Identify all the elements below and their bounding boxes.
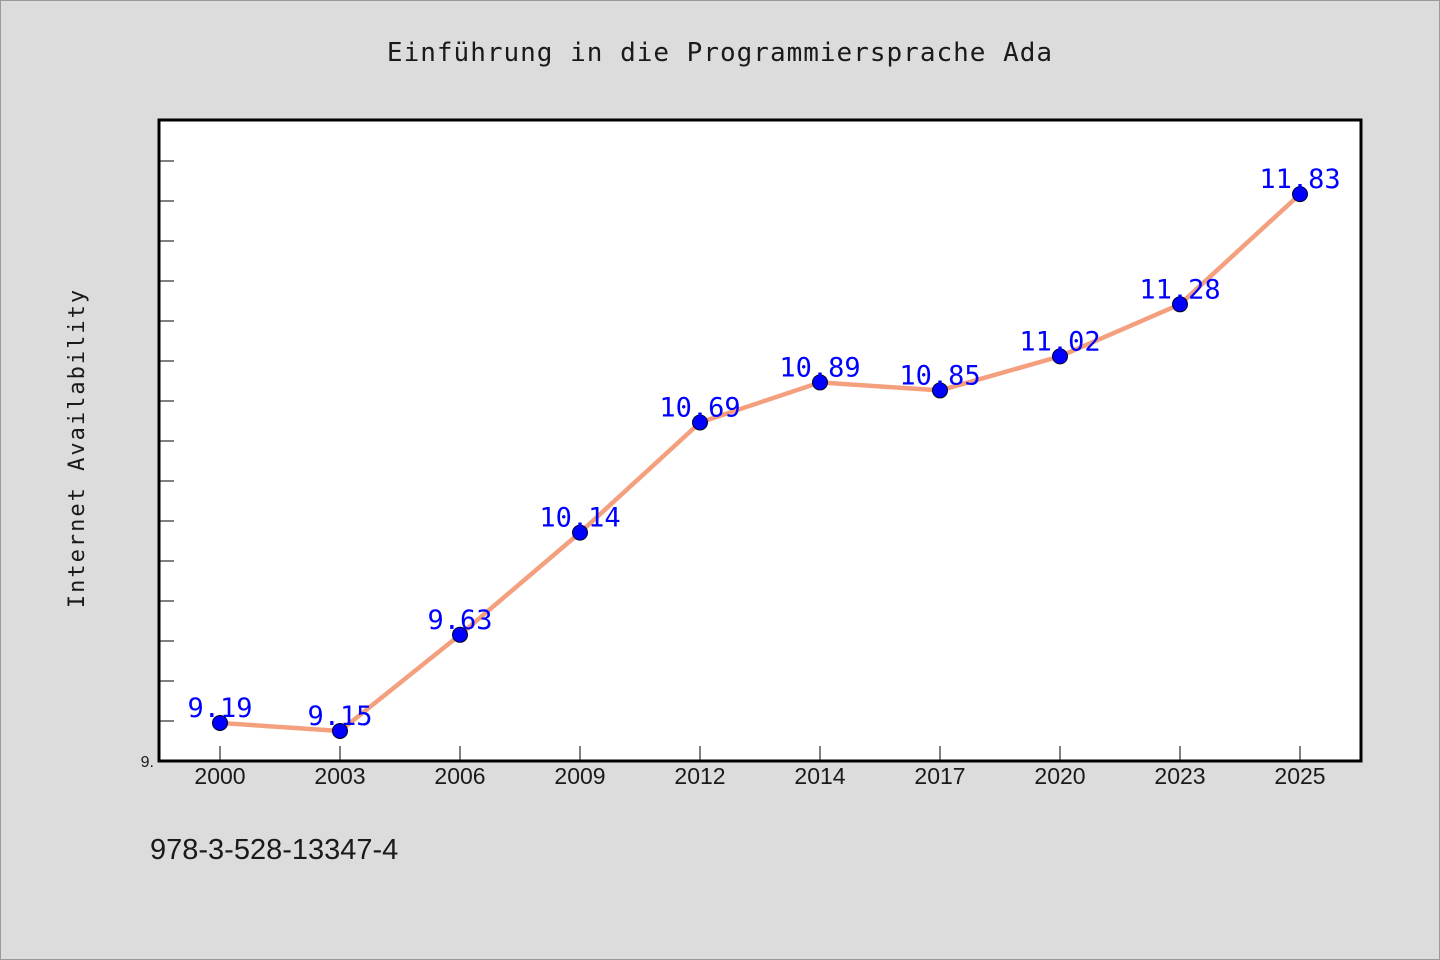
x-tick-label: 2006 <box>434 763 485 789</box>
y-axis-ticks <box>159 120 174 722</box>
x-tick-label: 2023 <box>1154 763 1205 789</box>
data-point <box>1172 296 1188 313</box>
series-line-segment <box>1057 302 1183 359</box>
x-axis-tick-labels: 2000 2003 2006 2009 2012 2014 2017 2020 2023 2025 <box>194 763 1325 789</box>
data-point <box>1292 186 1308 203</box>
chart-title: Einführung in die Programmiersprache Ada <box>387 38 1053 68</box>
data-label: 10.14 <box>539 503 620 534</box>
series-line-segment <box>817 380 943 393</box>
x-tick-label: 2014 <box>794 763 845 789</box>
data-label: 9.63 <box>427 605 492 636</box>
x-tick-label: 2009 <box>554 763 605 789</box>
y-axis-label: Internet Availability <box>65 288 90 608</box>
data-label: 10.89 <box>779 352 860 383</box>
data-label: 10.69 <box>659 392 740 423</box>
x-tick-label: 2012 <box>674 763 725 789</box>
series-line-segment <box>337 632 463 734</box>
x-axis-ticks <box>219 746 1301 761</box>
data-point <box>812 374 828 391</box>
x-tick-label: 2017 <box>914 763 965 789</box>
y-tick-label: 9. <box>141 754 154 771</box>
series-line-segment <box>457 530 583 638</box>
series-line-segment <box>697 380 823 425</box>
series-lines <box>217 191 1303 734</box>
data-label: 11.02 <box>1019 326 1100 357</box>
data-point <box>332 722 348 739</box>
data-point <box>452 626 468 643</box>
data-point <box>932 382 948 399</box>
data-labels: 9.19 9.15 9.63 10.14 10.69 10.89 10.85 11.02 11.… <box>187 164 1340 732</box>
series-line-segment <box>577 420 703 535</box>
series-line-segment <box>1177 191 1303 307</box>
x-tick-label: 2020 <box>1034 763 1085 789</box>
series-line-segment <box>937 354 1063 393</box>
data-label: 11.28 <box>1139 274 1220 305</box>
data-label: 11.83 <box>1259 164 1340 195</box>
data-point <box>212 714 228 731</box>
data-label: 9.15 <box>307 701 372 732</box>
plot-area <box>157 118 1363 763</box>
x-tick-label: 2000 <box>194 763 245 789</box>
series-line-segment <box>217 720 343 734</box>
y-axis-tick-labels: 9. <box>141 754 154 771</box>
data-point <box>572 524 588 541</box>
data-label: 9.19 <box>187 693 252 724</box>
data-points <box>212 186 1308 739</box>
x-tick-label: 2025 <box>1274 763 1325 789</box>
data-point <box>1052 348 1068 365</box>
data-label: 10.85 <box>899 360 980 391</box>
x-tick-label: 2003 <box>314 763 365 789</box>
data-point <box>692 414 708 431</box>
footer-isbn: 978-3-528-13347-4 <box>150 834 399 866</box>
